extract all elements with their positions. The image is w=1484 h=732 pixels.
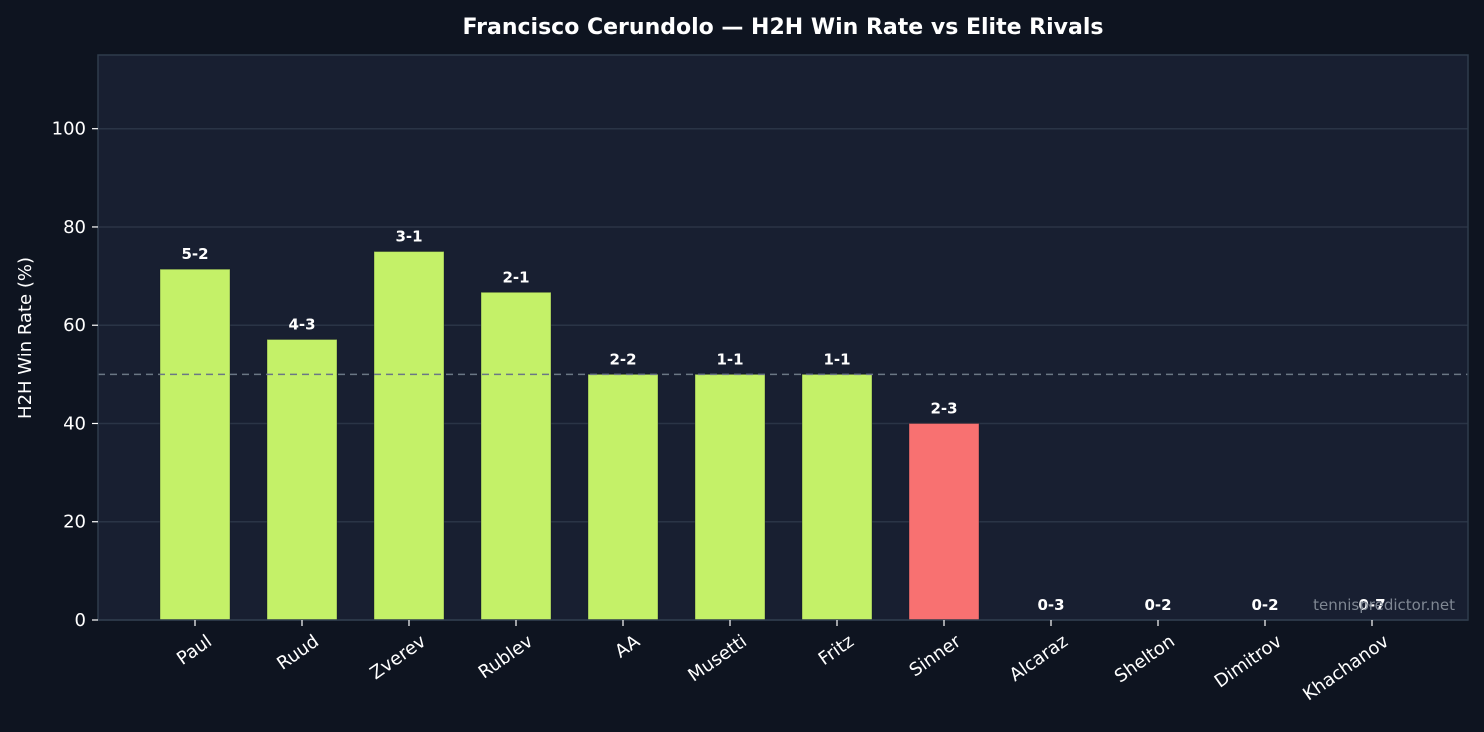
- chart-title: Francisco Cerundolo — H2H Win Rate vs El…: [463, 15, 1104, 40]
- y-axis-ticks: 0 20 40 60 80 100: [52, 119, 98, 631]
- bar-label-shelton: 0-2: [1144, 596, 1171, 614]
- bar-label-rublev: 2-1: [502, 268, 529, 286]
- y-tick-label: 0: [75, 610, 86, 631]
- bar-fritz: [801, 373, 873, 621]
- y-tick-label: 40: [63, 413, 86, 434]
- bar-ruud: [266, 338, 338, 621]
- bar-value-labels: 5-2 4-3 3-1 2-1 2-2 1-1 1-1 2-3 0-3 0-2 0-2 0-7: [181, 228, 1385, 614]
- plot-frame: [97, 54, 1469, 621]
- y-tick-label: 80: [63, 217, 86, 238]
- bar-paul: [159, 268, 231, 621]
- bar-rublev: [480, 291, 552, 621]
- bar-sinner: [908, 422, 980, 621]
- bar-label-aa: 2-2: [609, 350, 636, 368]
- bar-label-khachanov: 0-7: [1358, 596, 1385, 614]
- bar-label-dimitrov: 0-2: [1251, 596, 1278, 614]
- bar-label-alcaraz: 0-3: [1037, 596, 1064, 614]
- bar-musetti: [694, 373, 766, 621]
- y-tick-label: 20: [63, 512, 86, 533]
- bar-label-fritz: 1-1: [823, 350, 850, 368]
- bars: [159, 251, 980, 621]
- y-axis-label: H2H Win Rate (%): [15, 257, 36, 419]
- bar-aa: [587, 373, 659, 621]
- bar-label-zverev: 3-1: [395, 228, 422, 246]
- watermark: tennispredictor.net: [1313, 596, 1455, 614]
- bar-label-sinner: 2-3: [930, 399, 957, 417]
- y-tick-label: 100: [52, 119, 86, 140]
- bar-label-ruud: 4-3: [288, 315, 315, 333]
- bar-label-musetti: 1-1: [716, 350, 743, 368]
- bar-zverev: [373, 251, 445, 621]
- y-tick-label: 60: [63, 315, 86, 336]
- bar-label-paul: 5-2: [181, 245, 208, 263]
